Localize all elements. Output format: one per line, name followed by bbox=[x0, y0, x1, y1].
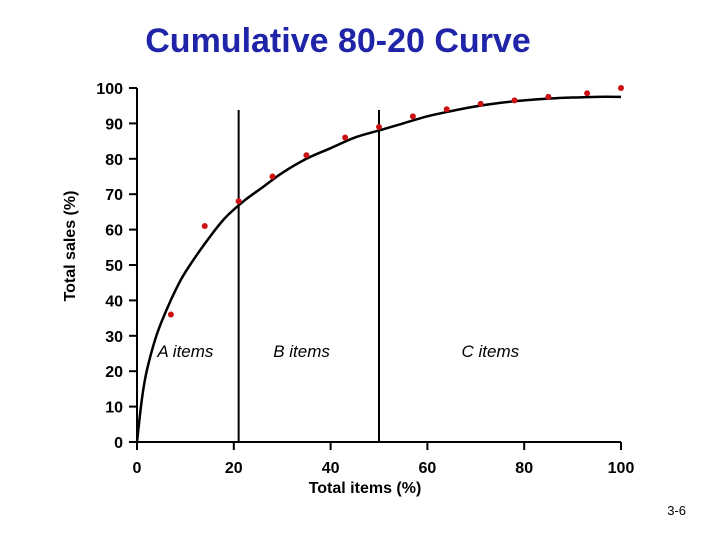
x-tick-label: 40 bbox=[322, 460, 340, 477]
data-point bbox=[303, 152, 310, 159]
y-axis-title: Total sales (%) bbox=[62, 191, 79, 302]
y-tick-label: 40 bbox=[105, 293, 123, 310]
y-tick-label: 60 bbox=[105, 223, 123, 240]
x-tick-label: 0 bbox=[133, 460, 142, 477]
y-tick-label: 50 bbox=[105, 258, 123, 275]
data-point bbox=[511, 97, 518, 104]
data-point bbox=[167, 311, 174, 318]
y-tick-label: 70 bbox=[105, 187, 123, 204]
page-title: Cumulative 80-20 Curve bbox=[145, 22, 531, 60]
y-tick-label: 10 bbox=[105, 400, 123, 417]
data-point bbox=[269, 173, 276, 180]
data-point bbox=[545, 93, 552, 100]
y-tick-label: 90 bbox=[105, 116, 123, 133]
data-point bbox=[477, 100, 484, 107]
region-label: A items bbox=[156, 342, 214, 361]
data-point bbox=[584, 90, 591, 97]
region-label: C items bbox=[462, 342, 520, 361]
data-point bbox=[342, 134, 349, 141]
region-label: B items bbox=[273, 342, 330, 361]
cumulative-curve bbox=[135, 95, 622, 443]
y-tick-label: 80 bbox=[105, 152, 123, 169]
x-axis-title: Total items (%) bbox=[309, 480, 422, 497]
data-point bbox=[376, 123, 382, 130]
y-tick-label: 20 bbox=[105, 364, 123, 381]
x-tick-label: 60 bbox=[419, 460, 437, 477]
y-tick-label: 0 bbox=[114, 435, 123, 452]
data-point bbox=[618, 85, 624, 91]
y-tick-label: 30 bbox=[105, 329, 123, 346]
x-tick-label: 80 bbox=[515, 460, 533, 477]
slide-number: 3-6 bbox=[667, 503, 686, 518]
y-tick-label: 100 bbox=[96, 81, 123, 98]
x-tick-label: 100 bbox=[608, 460, 635, 477]
x-tick-label: 20 bbox=[225, 460, 243, 477]
data-point bbox=[443, 106, 450, 113]
data-point bbox=[409, 113, 416, 120]
data-point bbox=[235, 198, 242, 205]
data-point bbox=[201, 223, 208, 230]
